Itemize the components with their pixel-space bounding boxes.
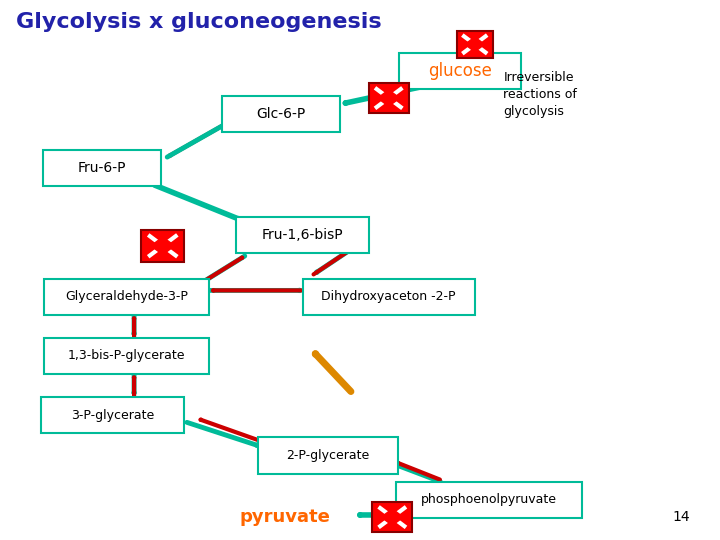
Text: Fru-1,6-bisP: Fru-1,6-bisP — [262, 228, 343, 242]
Text: 2-P-glycerate: 2-P-glycerate — [286, 449, 369, 462]
Text: Glyceraldehyde-3-P: Glyceraldehyde-3-P — [66, 291, 189, 303]
FancyBboxPatch shape — [236, 217, 369, 253]
FancyBboxPatch shape — [400, 53, 521, 90]
FancyBboxPatch shape — [45, 279, 210, 315]
Bar — [372, 502, 413, 532]
Text: 3-P-glycerate: 3-P-glycerate — [71, 409, 154, 422]
Text: Dihydroxyaceton -2-P: Dihydroxyaceton -2-P — [321, 291, 456, 303]
Polygon shape — [465, 37, 485, 52]
FancyBboxPatch shape — [41, 397, 184, 433]
Text: pyruvate: pyruvate — [239, 508, 330, 526]
Polygon shape — [378, 90, 400, 106]
Text: glucose: glucose — [428, 62, 492, 80]
FancyBboxPatch shape — [42, 150, 161, 186]
Text: 1,3-bis-P-glycerate: 1,3-bis-P-glycerate — [68, 349, 186, 362]
Text: Irreversible
reactions of
glycolysis: Irreversible reactions of glycolysis — [503, 71, 577, 118]
Bar — [141, 230, 184, 262]
Text: Glycolysis x gluconeogenesis: Glycolysis x gluconeogenesis — [16, 12, 382, 32]
Polygon shape — [381, 509, 403, 525]
Text: phosphoenolpyruvate: phosphoenolpyruvate — [421, 494, 557, 507]
FancyBboxPatch shape — [222, 96, 341, 132]
Bar — [456, 31, 492, 58]
Bar — [369, 83, 409, 113]
Text: Glc-6-P: Glc-6-P — [256, 107, 306, 121]
Text: 14: 14 — [672, 510, 690, 524]
FancyBboxPatch shape — [396, 482, 582, 518]
FancyBboxPatch shape — [302, 279, 474, 315]
Polygon shape — [151, 237, 174, 255]
Text: Fru-6-P: Fru-6-P — [78, 161, 126, 175]
FancyBboxPatch shape — [45, 338, 210, 374]
FancyBboxPatch shape — [258, 437, 397, 474]
